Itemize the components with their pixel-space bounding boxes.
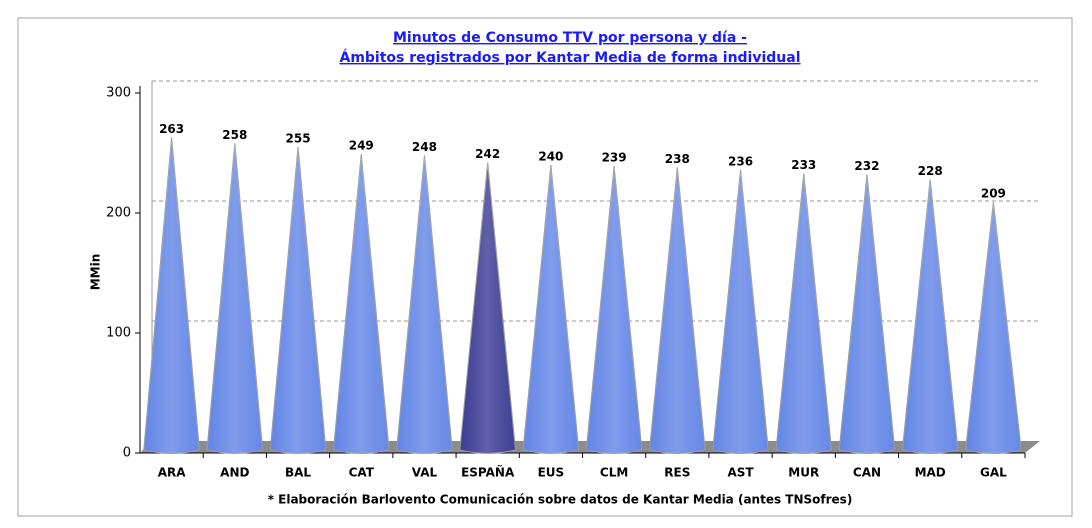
cone-shade xyxy=(586,166,642,454)
cone-shade xyxy=(902,179,958,454)
cone-shade xyxy=(775,173,832,454)
y-tick-label: 0 xyxy=(123,446,131,461)
cone-shade xyxy=(839,174,895,454)
x-tick-label: MAD xyxy=(915,466,946,480)
x-tick-label: BAL xyxy=(285,466,311,480)
y-tick-label: 300 xyxy=(106,86,131,101)
x-tick-label: CAT xyxy=(349,466,375,480)
value-label: 263 xyxy=(159,122,184,136)
cone-shade xyxy=(459,162,516,454)
cone-shade xyxy=(270,147,326,454)
x-tick-label: RES xyxy=(664,466,690,480)
cone-shade xyxy=(207,143,263,454)
x-tick-label: AST xyxy=(727,466,754,480)
y-tick-label: 100 xyxy=(106,326,131,341)
footnote: * Elaboración Barlovento Comunicación so… xyxy=(268,493,853,507)
cone-shade xyxy=(333,154,390,454)
x-tick-label: AND xyxy=(220,466,249,480)
x-tick-label: ARA xyxy=(158,466,187,480)
value-label: 255 xyxy=(286,132,311,146)
x-tick-label: ESPAÑA xyxy=(461,465,515,480)
cone-shade xyxy=(649,167,706,454)
cone-shade xyxy=(396,155,453,454)
cone-shade xyxy=(712,169,769,454)
chart-title: Minutos de Consumo TTV por persona y día… xyxy=(393,30,747,46)
x-tick-label: VAL xyxy=(412,466,438,480)
chart-title: Ámbitos registrados por Kantar Media de … xyxy=(339,49,800,66)
value-label: 239 xyxy=(602,151,627,165)
value-label: 240 xyxy=(538,150,563,164)
cone-shade xyxy=(523,165,579,454)
y-axis-label: MMin xyxy=(89,254,103,291)
value-label: 228 xyxy=(918,164,943,178)
x-tick-label: CAN xyxy=(853,466,881,480)
value-label: 249 xyxy=(349,139,374,153)
value-label: 232 xyxy=(854,159,879,173)
value-label: 242 xyxy=(475,147,500,161)
x-tick-label: MUR xyxy=(788,466,819,480)
value-label: 233 xyxy=(791,158,816,172)
value-label: 236 xyxy=(728,154,753,168)
value-label: 248 xyxy=(412,140,437,154)
value-label: 258 xyxy=(222,128,247,142)
value-label: 209 xyxy=(981,187,1006,201)
x-tick-label: EUS xyxy=(538,466,565,480)
value-label: 238 xyxy=(665,152,690,166)
y-tick-label: 200 xyxy=(106,206,131,221)
cone-shade xyxy=(965,202,1022,454)
x-tick-label: CLM xyxy=(600,466,628,480)
cone-shade xyxy=(143,137,200,454)
x-tick-label: GAL xyxy=(980,466,1007,480)
